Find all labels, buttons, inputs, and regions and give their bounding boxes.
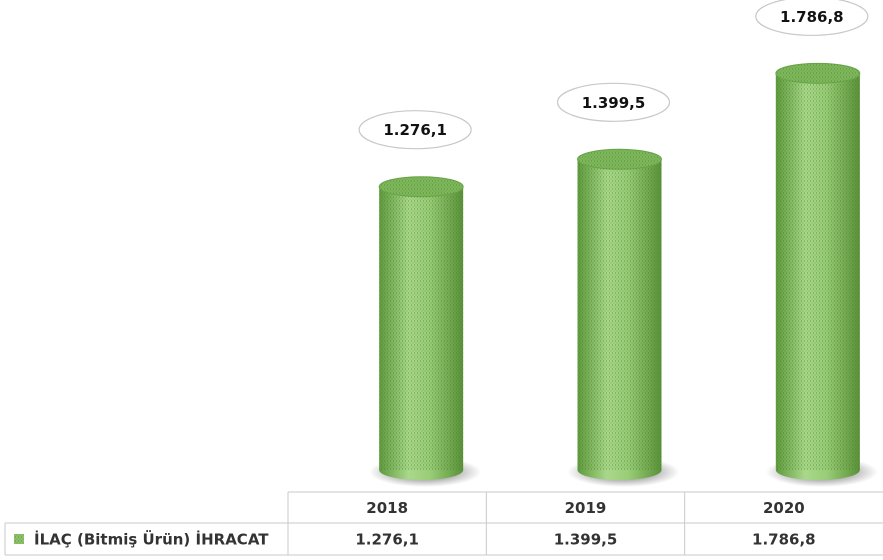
plot-area: 1.276,1 1.399,5 1.786,8 <box>358 0 878 487</box>
x-tick-label: 2020 <box>763 499 805 517</box>
bar-texture <box>775 73 860 471</box>
legend-marker-texture <box>14 534 24 544</box>
data-label-bubble <box>755 0 869 36</box>
x-tick-label: 2018 <box>366 499 408 517</box>
x-tick-label: 2019 <box>565 499 607 517</box>
data-label-bubble <box>556 82 671 122</box>
table-value: 1.399,5 <box>554 531 618 549</box>
bar-top-texture <box>775 63 860 84</box>
table-value: 1.276,1 <box>355 531 419 549</box>
bar-texture <box>379 186 464 470</box>
bar-top-texture <box>577 149 662 170</box>
data-label: 1.276,1 <box>383 121 447 139</box>
data-label-bubble <box>358 110 472 150</box>
bar-top-texture <box>379 176 464 197</box>
table-value: 1.786,8 <box>752 531 816 549</box>
data-table: 2018 1.276,1 2019 1.399,5 2020 1.786,8 İLAÇ (B… <box>4 491 883 556</box>
bar-texture <box>577 159 662 470</box>
legend-label: İLAÇ (Bitmiş Ürün) İHRACAT <box>34 530 269 549</box>
data-label: 1.786,8 <box>780 8 844 26</box>
data-label: 1.399,5 <box>582 94 646 112</box>
